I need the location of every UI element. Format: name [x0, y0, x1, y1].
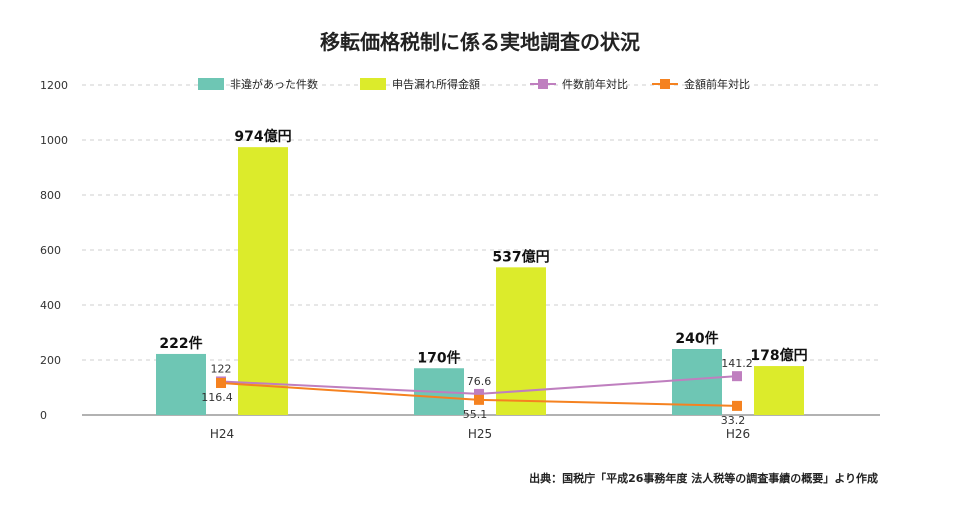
y-tick-label: 600 — [40, 244, 61, 257]
source-note: 出典：国税庁「平成26事務年度 法人税等の調査事績の概要」より作成 — [529, 472, 878, 485]
legend-label: 件数前年対比 — [562, 77, 628, 91]
legend-label: 金額前年対比 — [684, 77, 750, 91]
label-layer: 222件 170件 240件 974億円 537億円 178億円 122 76.6 141.2 1… — [159, 128, 807, 427]
bar-value-label: 240件 — [675, 330, 718, 347]
legend-marker — [660, 79, 670, 89]
bar-value-label: 222件 — [159, 335, 202, 352]
legend-marker — [538, 79, 548, 89]
y-tick-label: 1000 — [40, 134, 68, 147]
line-point — [732, 371, 742, 382]
legend-swatch — [198, 78, 224, 90]
line-point — [474, 388, 484, 399]
y-tick-label: 1200 — [40, 79, 68, 92]
bar — [156, 353, 206, 415]
legend-label: 非違があった件数 — [230, 77, 318, 91]
point-value-label: 116.4 — [201, 391, 233, 404]
x-tick-label: H25 — [468, 427, 492, 441]
line-point — [474, 394, 484, 405]
chart-title: 移転価格税制に係る実地調査の状況 — [320, 30, 640, 54]
bar — [754, 366, 804, 415]
point-value-label: 122 — [211, 362, 232, 375]
x-tick-label: H26 — [726, 427, 750, 441]
point-value-label: 76.6 — [467, 375, 492, 388]
grid-layer: 0 200 400 600 800 1000 1200 H24 H25 H26 — [40, 79, 880, 441]
line-layer — [216, 371, 742, 411]
legend-label: 申告漏れ所得金額 — [392, 77, 480, 91]
line-point — [732, 400, 742, 411]
x-tick-label: H24 — [210, 427, 234, 441]
point-value-label: 55.1 — [463, 408, 488, 421]
bar-value-label: 974億円 — [234, 128, 291, 145]
bar-value-label: 537億円 — [492, 248, 549, 265]
bar — [238, 147, 288, 415]
y-tick-label: 0 — [40, 409, 47, 422]
point-value-label: 141.2 — [721, 357, 753, 370]
bar-value-label: 178億円 — [750, 347, 807, 364]
y-tick-label: 800 — [40, 189, 61, 202]
y-tick-label: 200 — [40, 354, 61, 367]
legend: 非違があった件数 申告漏れ所得金額 件数前年対比 金額前年対比 — [198, 77, 750, 91]
line-point — [216, 377, 226, 388]
legend-swatch — [360, 78, 386, 90]
bar-value-label: 170件 — [417, 349, 460, 366]
point-value-label: 33.2 — [721, 414, 746, 427]
y-tick-label: 400 — [40, 299, 61, 312]
